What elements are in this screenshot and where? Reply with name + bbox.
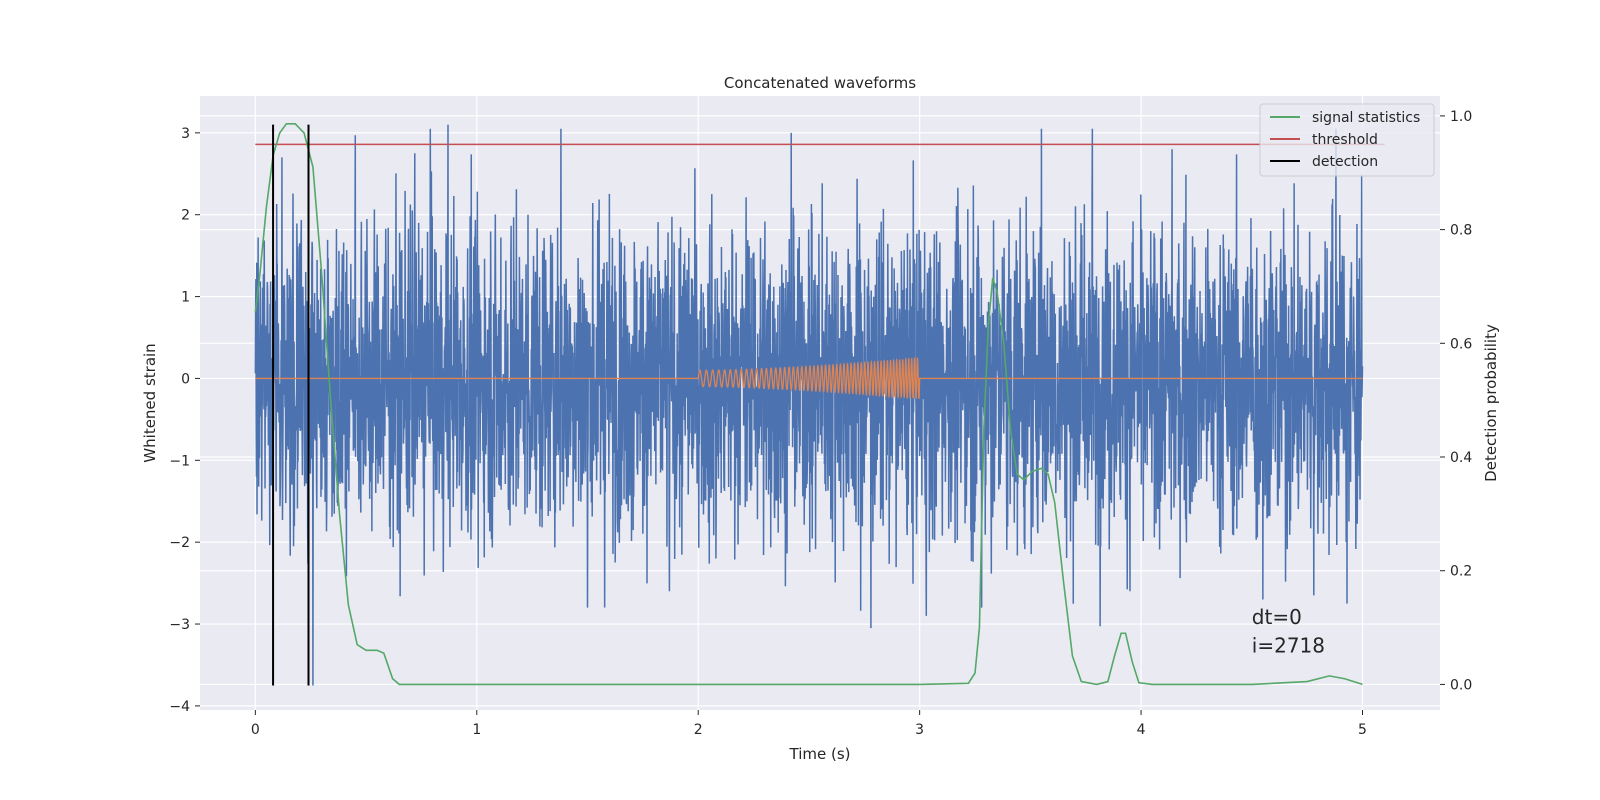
y2-tick-label: 0.2: [1450, 564, 1472, 580]
x-tick-label: 0: [251, 722, 260, 738]
annotations: dt=0 i=2718: [1252, 605, 1325, 658]
x-tick-label: 1: [472, 722, 481, 738]
y-tick-label: 3: [181, 126, 190, 142]
injected-waveform-line: [255, 356, 1363, 400]
x-tick-label: 5: [1358, 722, 1367, 738]
legend-label: threshold: [1312, 132, 1378, 148]
y-tick-label: 1: [181, 290, 190, 306]
y-axis-label: Whitened strain: [141, 343, 159, 462]
y-tick-label: −1: [169, 453, 190, 469]
legend: signal statistics threshold detection: [1259, 103, 1435, 177]
y2-tick-label: 0.6: [1450, 336, 1472, 352]
y2-tick-label: 0.0: [1450, 677, 1472, 693]
legend-box: [1259, 103, 1435, 177]
signal-statistics-line: [254, 123, 1363, 686]
y2-tick-label: 0.8: [1450, 223, 1472, 239]
x-tick-label: 4: [1137, 722, 1146, 738]
y-tick-label: 2: [181, 208, 190, 224]
y-tick-label: −3: [169, 617, 190, 633]
y2-tick-label: 0.4: [1450, 450, 1472, 466]
legend-label: signal statistics: [1312, 110, 1420, 126]
x-tick-label: 3: [915, 722, 924, 738]
legend-label: detection: [1312, 154, 1378, 170]
annotation-text: dt=0: [1252, 605, 1302, 629]
detection-lines: [272, 124, 310, 686]
noise-series-line: [254, 124, 1364, 686]
axes: 0 1 2 3 4 5 −4 −3 −2 −1 0 1 2 3 0.0 0.2 0.4 0.6 0.8 1.0: [169, 109, 1472, 738]
y-tick-label: 0: [181, 371, 190, 387]
y-tick-label: −4: [169, 699, 190, 715]
legend-items: signal statistics threshold detection: [1270, 110, 1420, 170]
y2-tick-label: 1.0: [1450, 109, 1472, 125]
x-axis-label: Time (s): [789, 745, 851, 763]
chart-title: Concatenated waveforms: [724, 74, 916, 92]
annotation-text: i=2718: [1252, 634, 1325, 658]
y-tick-label: −2: [169, 535, 190, 551]
y2-axis-label: Detection probability: [1482, 324, 1500, 482]
data-layer: [254, 123, 1385, 686]
x-tick-label: 2: [694, 722, 703, 738]
